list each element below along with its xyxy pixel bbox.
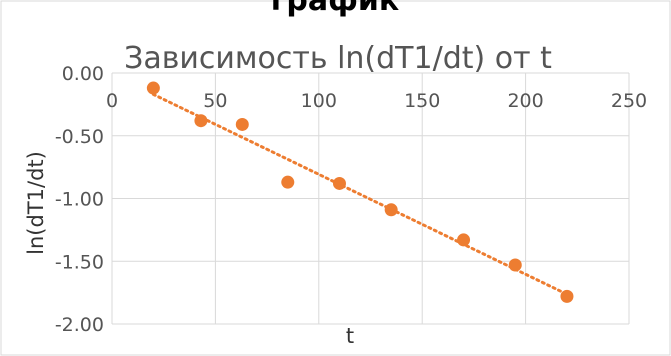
y-tick-label: -1.50 xyxy=(55,251,104,273)
x-tick-label: 100 xyxy=(301,90,337,112)
x-axis-title: t xyxy=(346,324,354,348)
data-point xyxy=(194,114,208,128)
data-point xyxy=(508,258,522,272)
trendline-layer xyxy=(151,92,569,296)
chart-title: Зависимость ln(dT1/dt) от t xyxy=(124,41,552,76)
y-tick-label: -2.00 xyxy=(55,314,104,336)
trendline xyxy=(151,92,569,296)
y-axis-title: ln(dT1/dt) xyxy=(24,151,48,255)
data-points xyxy=(146,81,574,303)
data-point xyxy=(384,203,398,217)
data-point xyxy=(146,81,160,95)
y-tick-label: -1.00 xyxy=(55,189,104,211)
y-axis-ticks: 0.00 -0.50 -1.00 -1.50 -2.00 xyxy=(55,63,104,336)
y-tick-label: -0.50 xyxy=(55,126,104,148)
x-tick-label: 50 xyxy=(203,90,227,112)
x-tick-label: 200 xyxy=(507,90,543,112)
x-tick-label: 250 xyxy=(611,90,647,112)
x-tick-label: 0 xyxy=(106,90,118,112)
data-point xyxy=(457,233,471,247)
data-point xyxy=(560,289,574,303)
data-point xyxy=(332,176,346,190)
y-tick-label: 0.00 xyxy=(62,63,104,85)
data-point xyxy=(281,175,295,189)
data-point xyxy=(235,117,249,131)
top-fragment: график xyxy=(271,0,400,18)
x-axis-ticks: 0 50 100 150 200 250 xyxy=(106,90,647,112)
x-tick-label: 150 xyxy=(404,90,440,112)
